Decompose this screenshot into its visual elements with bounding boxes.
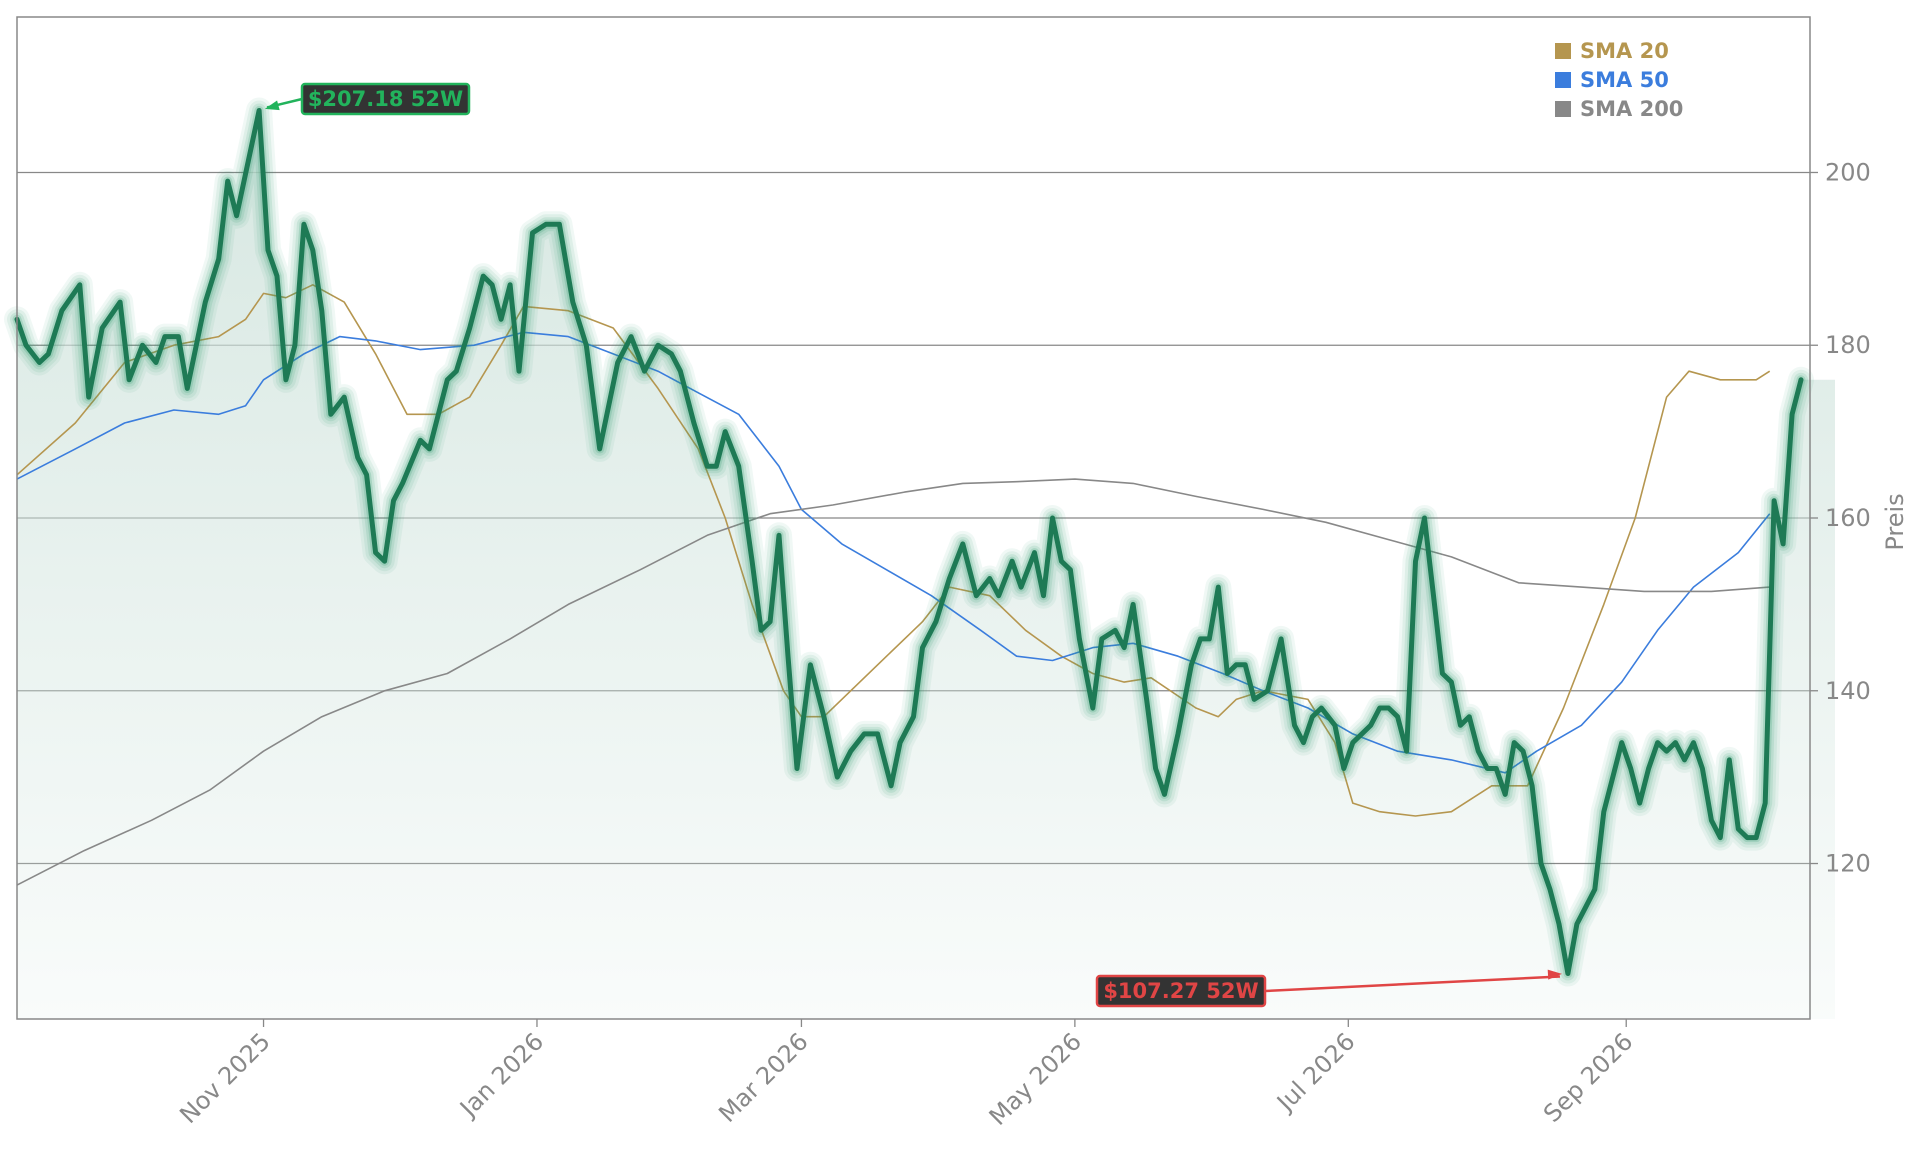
annotations-layer: $207.18 52W $107.27 52W [264, 82, 1562, 1008]
legend-swatch-0 [1555, 43, 1571, 59]
x-tick-label-0: Nov 2025 [174, 1027, 276, 1129]
x-tick-label-5: Sep 2026 [1538, 1027, 1638, 1127]
y-tick-label-140: 140 [1825, 677, 1871, 705]
x-tick-label-1: Jan 2026 [453, 1027, 549, 1123]
legend-label-0: SMA 20 [1580, 39, 1669, 63]
annotation-52w-low-arrowhead [1547, 969, 1562, 980]
legend-swatch-1 [1555, 72, 1571, 88]
price-line-layer [4, 97, 1814, 987]
annotation-52w-high-box [300, 82, 471, 116]
annotation-52w-low-label: $107.27 52W [1103, 979, 1258, 1003]
annotation-52w-low-arrow [1264, 975, 1561, 993]
y-tick-label-200: 200 [1825, 158, 1871, 186]
sma-layer [16, 284, 1771, 886]
sma-line-sma-200 [16, 478, 1770, 886]
price-line [14, 108, 1804, 976]
legend-label-1: SMA 50 [1580, 68, 1669, 92]
x-tick-label-2: Mar 2026 [713, 1027, 813, 1127]
x-tick-label-4: Jul 2026 [1270, 1027, 1360, 1117]
annotation-52w-high-arrowhead [264, 100, 280, 111]
annotation-52w-low-box [1095, 974, 1267, 1008]
y-axis: 120 140 160 180 200 [1810, 158, 1871, 878]
legend: SMA 20 SMA 50 SMA 200 [1555, 39, 1683, 121]
sma-line-sma-20 [16, 284, 1771, 817]
legend-label-2: SMA 200 [1580, 97, 1683, 121]
x-tick-label-3: May 2026 [984, 1027, 1087, 1130]
y-axis-title: Preis [1881, 493, 1909, 550]
y-tick-label-160: 160 [1825, 504, 1871, 532]
x-axis: Nov 2025 Jan 2026 Mar 2026 May 2026 Jul 2026… [174, 1019, 1638, 1131]
legend-swatch-2 [1555, 101, 1571, 117]
y-tick-label-180: 180 [1825, 331, 1871, 359]
annotation-52w-high-label: $207.18 52W [308, 87, 463, 111]
sma-line-sma-50 [16, 331, 1771, 774]
price-area-fill [17, 110, 1835, 1019]
y-tick-label-120: 120 [1825, 850, 1871, 878]
price-area-layer [17, 110, 1835, 1019]
